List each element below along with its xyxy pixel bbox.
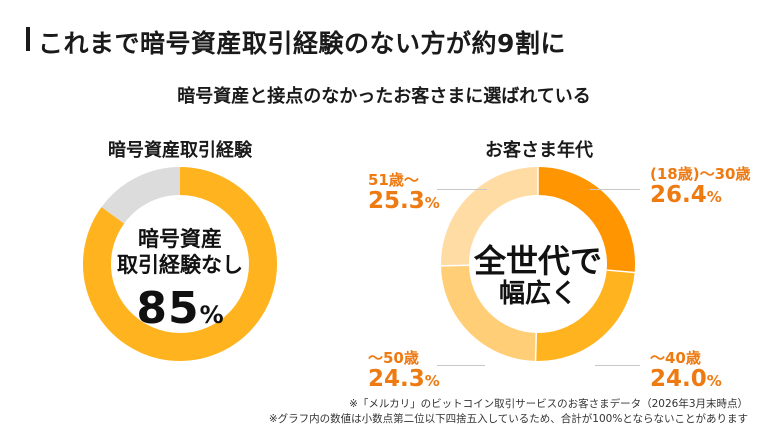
chart1-center-value-wrap: 85% bbox=[80, 283, 280, 334]
chart2-separator-1 bbox=[606, 269, 635, 274]
chart2-slice-0 bbox=[537, 167, 635, 273]
leader-line-50 bbox=[437, 365, 485, 366]
footnote-1: ※「メルカリ」のビットコイン取引サービスのお客さまデータ（2026年3月末時点） bbox=[349, 398, 748, 410]
footnote-2: ※グラフ内の数値は小数点第二位以下四捨五入しているため、合計が100%とならない… bbox=[268, 413, 748, 425]
chart2-slice-2 bbox=[441, 264, 537, 361]
segment-label-40: 〜40歳 24.0% bbox=[650, 350, 722, 393]
chart1-center-line2: 取引経験なし bbox=[117, 253, 243, 278]
segment-name-40: 〜40歳 bbox=[650, 349, 701, 367]
segment-label-51: 51歳〜 25.3% bbox=[368, 172, 440, 215]
page-subtitle: 暗号資産と接点のなかったお客さまに選ばれている bbox=[177, 86, 591, 107]
segment-label-50: 〜50歳 24.3% bbox=[368, 350, 440, 393]
title-accent-bar bbox=[26, 27, 30, 51]
segment-label-30: (18歳)〜30歳 26.4% bbox=[650, 166, 750, 209]
chart1-center-unit: % bbox=[199, 301, 224, 329]
chart1-center-label: 暗号資産 取引経験なし bbox=[80, 226, 280, 279]
chart2-separator-3 bbox=[441, 264, 470, 267]
chart2-slice-1 bbox=[535, 269, 635, 361]
chart1-center-line1: 暗号資産 bbox=[138, 227, 222, 251]
chart1-title: 暗号資産取引経験 bbox=[108, 140, 252, 161]
segment-name-30: (18歳)〜30歳 bbox=[650, 165, 751, 183]
segment-unit-50: % bbox=[424, 371, 440, 390]
chart1-center-value: 85 bbox=[136, 283, 200, 334]
segment-value-51: 25.3 bbox=[368, 187, 425, 214]
chart2-slice-3 bbox=[441, 167, 539, 266]
chart2-center-line2: 幅広く bbox=[498, 278, 577, 309]
segment-name-51: 51歳〜 bbox=[368, 171, 419, 189]
chart2-center-label: 全世代で 幅広く bbox=[438, 243, 638, 310]
segment-value-30: 26.4 bbox=[650, 181, 707, 208]
chart2-center-line1: 全世代で bbox=[473, 242, 602, 280]
segment-value-40: 24.0 bbox=[650, 365, 707, 392]
segment-unit-40: % bbox=[706, 371, 722, 390]
leader-line-40 bbox=[595, 365, 640, 366]
segment-unit-30: % bbox=[706, 187, 722, 206]
leader-line-51 bbox=[437, 189, 487, 190]
chart2-separator-2 bbox=[534, 332, 538, 361]
chart2-title: お客さま年代 bbox=[485, 140, 593, 161]
segment-name-50: 〜50歳 bbox=[368, 349, 419, 367]
chart1-slice-1 bbox=[101, 167, 181, 224]
leader-line-30 bbox=[590, 189, 640, 190]
segment-unit-51: % bbox=[424, 193, 440, 212]
segment-value-50: 24.3 bbox=[368, 365, 425, 392]
chart1-slice-0 bbox=[83, 167, 277, 361]
page-title: これまで暗号資産取引経験のない方が約9割に bbox=[38, 29, 566, 58]
